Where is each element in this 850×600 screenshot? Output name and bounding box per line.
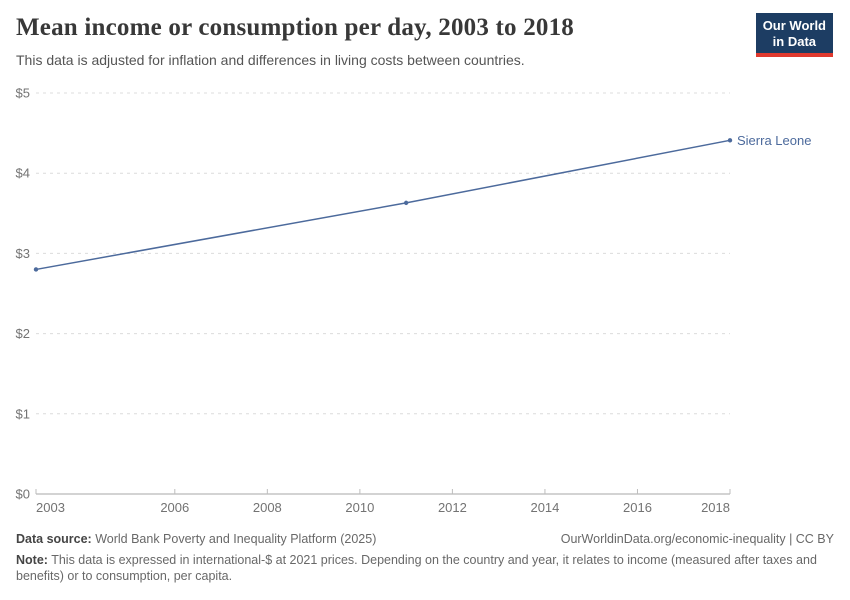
owid-logo-line2: in Data xyxy=(772,33,817,49)
owid-logo[interactable]: Our World in Data xyxy=(755,13,833,57)
x-axis-tick-label: 2008 xyxy=(253,500,282,515)
note-label: Note: xyxy=(16,553,48,567)
x-axis-tick-label: 2016 xyxy=(623,500,652,515)
y-axis-tick-label: $0 xyxy=(16,487,30,502)
x-axis-tick-label: 2014 xyxy=(530,500,559,515)
y-axis-tick-label: $4 xyxy=(16,166,30,181)
line-chart[interactable]: $0 $1 $2 $3 $4 $5 2003 2006 2008 2010 2012 2014 2016… xyxy=(0,85,850,525)
series-label[interactable]: Sierra Leone xyxy=(737,133,811,148)
y-axis-tick-label: $2 xyxy=(16,326,30,341)
data-point-marker[interactable] xyxy=(403,200,409,206)
data-source: Data source: World Bank Poverty and Ineq… xyxy=(16,532,376,546)
data-line[interactable] xyxy=(35,139,731,271)
footer-note: Note: This data is expressed in internat… xyxy=(16,552,834,585)
chart-title: Mean income or consumption per day, 2003… xyxy=(16,14,574,41)
attribution-link[interactable]: OurWorldinData.org/economic-inequality |… xyxy=(560,532,834,546)
owid-logo-line1: Our World xyxy=(762,18,826,33)
y-axis-tick-label: $5 xyxy=(16,86,30,101)
data-point-marker[interactable] xyxy=(727,138,733,143)
x-axis-tick-label: 2006 xyxy=(160,500,189,515)
data-point-marker[interactable] xyxy=(33,267,39,272)
x-axis-tick-label: 2010 xyxy=(345,500,374,515)
x-axis-tick-label: 2012 xyxy=(438,500,467,515)
chart-subtitle: This data is adjusted for inflation and … xyxy=(16,52,525,68)
x-axis-tick-label: 2003 xyxy=(36,500,65,515)
footer-source-row: Data source: World Bank Poverty and Ineq… xyxy=(16,532,834,546)
note-text: This data is expressed in international-… xyxy=(16,553,817,584)
data-source-text: World Bank Poverty and Inequality Platfo… xyxy=(91,532,377,546)
x-axis-tick-label: 2018 xyxy=(701,500,730,515)
y-axis-tick-label: $3 xyxy=(16,246,30,261)
data-source-label: Data source: xyxy=(16,532,92,546)
y-axis-tick-label: $1 xyxy=(16,406,30,421)
